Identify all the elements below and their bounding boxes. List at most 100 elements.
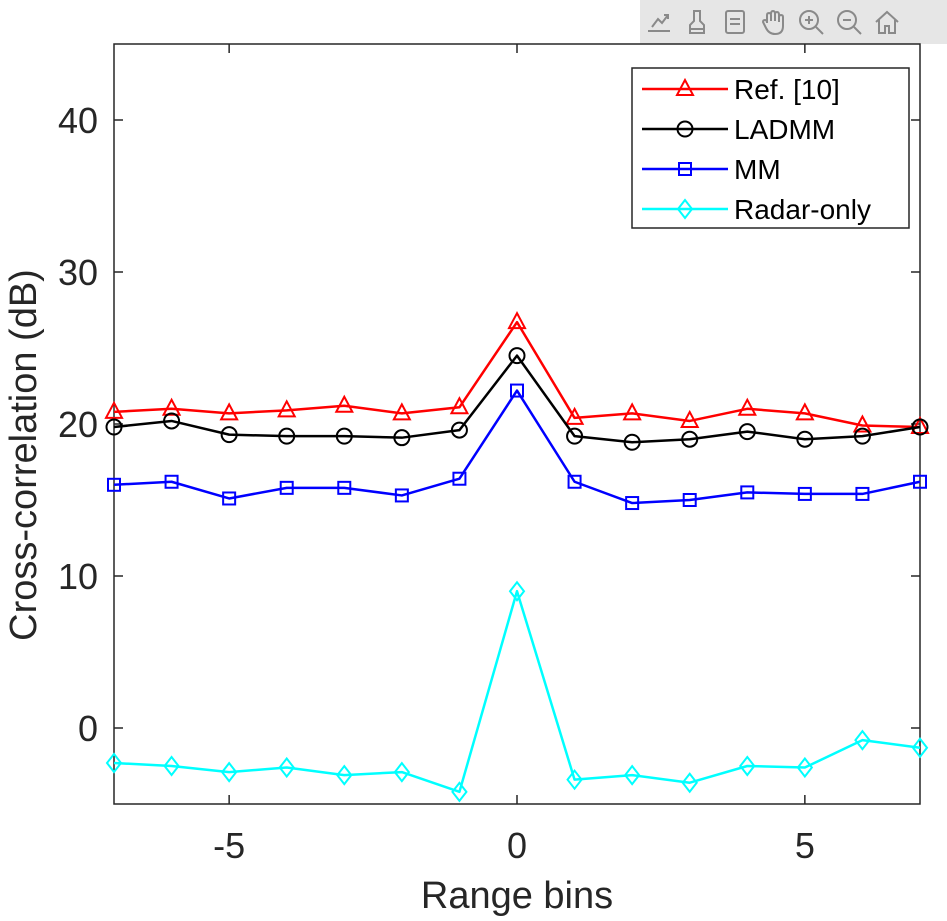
data-point	[739, 755, 756, 777]
data-point	[681, 772, 698, 794]
data-point	[279, 480, 294, 495]
y-axis-label: Cross-correlation (dB)	[3, 269, 45, 641]
data-point	[337, 480, 352, 495]
data-point	[336, 764, 353, 786]
legend-item: Radar-only	[642, 194, 871, 225]
legend: Ref. [10] LADMM MM Radar-only	[631, 67, 910, 229]
data-point	[107, 477, 121, 492]
legend-label: Radar-only	[734, 194, 871, 225]
data-point	[449, 396, 470, 415]
y-tick-label: 40	[58, 100, 98, 141]
legend-item: Ref. [10]	[642, 74, 840, 105]
data-point	[681, 430, 699, 448]
data-point	[623, 764, 641, 786]
data-point	[913, 474, 927, 489]
legend-item: MM	[642, 154, 781, 185]
zoom-in-button[interactable]	[794, 5, 828, 39]
data-point	[740, 485, 755, 500]
data-point	[393, 429, 411, 447]
y-tick-label: 20	[58, 404, 98, 445]
data-point	[911, 737, 929, 759]
data-point	[510, 383, 524, 398]
data-point	[393, 761, 411, 783]
data-point	[161, 397, 182, 416]
data-point	[220, 761, 238, 783]
data-point	[625, 496, 640, 511]
data-point	[278, 756, 295, 779]
y-tick-label: 30	[58, 252, 98, 293]
legend-marker	[678, 162, 692, 176]
home-icon	[875, 10, 899, 34]
data-point	[219, 402, 239, 421]
brush-icon	[689, 10, 705, 34]
legend-label: MM	[734, 154, 781, 185]
data-point	[623, 433, 641, 451]
series-line	[113, 354, 921, 444]
data-point	[680, 409, 700, 428]
pan-button[interactable]	[756, 5, 790, 39]
series-line	[113, 589, 921, 794]
data-point	[567, 474, 582, 489]
data-point	[163, 755, 180, 777]
data-point	[910, 415, 930, 435]
data-point	[394, 488, 409, 503]
brush-button[interactable]	[680, 5, 714, 39]
data-point	[566, 427, 584, 445]
legend-item: LADMM	[642, 114, 835, 145]
data-point	[911, 418, 929, 436]
x-tick-label: -5	[213, 825, 245, 866]
series-layer	[104, 311, 930, 803]
data-point	[451, 781, 468, 803]
data-point	[855, 486, 870, 501]
data-point	[334, 394, 354, 413]
x-tick-label: 0	[507, 825, 527, 866]
data-point	[852, 414, 873, 433]
home-button[interactable]	[870, 5, 904, 39]
data-point	[508, 347, 526, 365]
data-point	[278, 427, 296, 445]
zoom-out-button[interactable]	[832, 5, 866, 39]
zoom-out-icon	[837, 10, 862, 35]
data-point	[220, 426, 238, 444]
data-point	[335, 427, 353, 445]
datatip-icon	[725, 10, 745, 34]
data-point	[795, 402, 815, 421]
data-point	[564, 406, 585, 425]
data-point	[452, 471, 467, 486]
zoom-in-icon	[799, 10, 824, 35]
data-point	[796, 430, 814, 448]
data-point	[796, 756, 814, 779]
data-point	[105, 752, 123, 774]
data-point	[853, 427, 871, 445]
data-point	[508, 580, 526, 602]
series-ladmm	[105, 347, 929, 451]
data-point	[392, 402, 412, 421]
x-tick-label: 5	[795, 825, 815, 866]
data-point	[105, 418, 123, 436]
data-point	[277, 399, 297, 418]
data-point	[797, 486, 812, 501]
figure-toolbar	[640, 0, 947, 44]
export-button[interactable]	[642, 5, 676, 39]
series-radar-only	[105, 580, 929, 803]
data-point	[566, 769, 583, 791]
data-point	[854, 729, 871, 751]
data-point	[682, 493, 697, 507]
series-ref-10	[104, 311, 930, 435]
data-point	[164, 474, 179, 489]
data-point	[622, 402, 642, 421]
legend-marker	[676, 198, 694, 220]
axis-ticks: -5 0 5 0 10 20 30 40	[58, 44, 920, 866]
series-mm	[107, 383, 927, 511]
legend-marker	[675, 77, 695, 96]
datatip-button[interactable]	[718, 5, 752, 39]
export-icon	[648, 14, 670, 32]
data-point	[163, 412, 181, 430]
y-tick-label: 0	[78, 708, 98, 749]
data-point	[738, 423, 756, 441]
series-line	[113, 389, 921, 505]
data-point	[222, 491, 237, 506]
data-point	[507, 311, 527, 330]
y-tick-label: 10	[58, 556, 98, 597]
